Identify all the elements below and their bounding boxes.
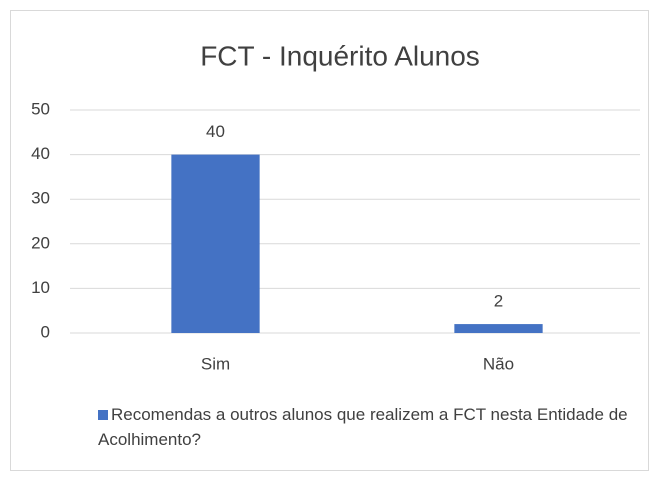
data-label: 2 xyxy=(494,292,503,311)
y-tick-label: 30 xyxy=(31,189,50,208)
legend-swatch xyxy=(98,410,108,420)
chart-border xyxy=(10,10,649,471)
y-tick-label: 50 xyxy=(31,99,50,118)
y-tick-label: 10 xyxy=(31,278,50,297)
data-label: 40 xyxy=(206,122,225,141)
legend-label: Recomendas a outros alunos que realizem … xyxy=(98,405,628,449)
chart-title: FCT - Inquérito Alunos xyxy=(200,40,480,71)
x-tick-label: Não xyxy=(483,354,514,373)
legend: Recomendas a outros alunos que realizem … xyxy=(98,402,638,452)
bar xyxy=(454,324,543,333)
bar xyxy=(171,154,260,333)
y-tick-label: 20 xyxy=(31,233,50,252)
x-tick-label: Sim xyxy=(201,354,230,373)
y-tick-label: 40 xyxy=(31,144,50,163)
y-tick-label: 0 xyxy=(41,322,50,341)
